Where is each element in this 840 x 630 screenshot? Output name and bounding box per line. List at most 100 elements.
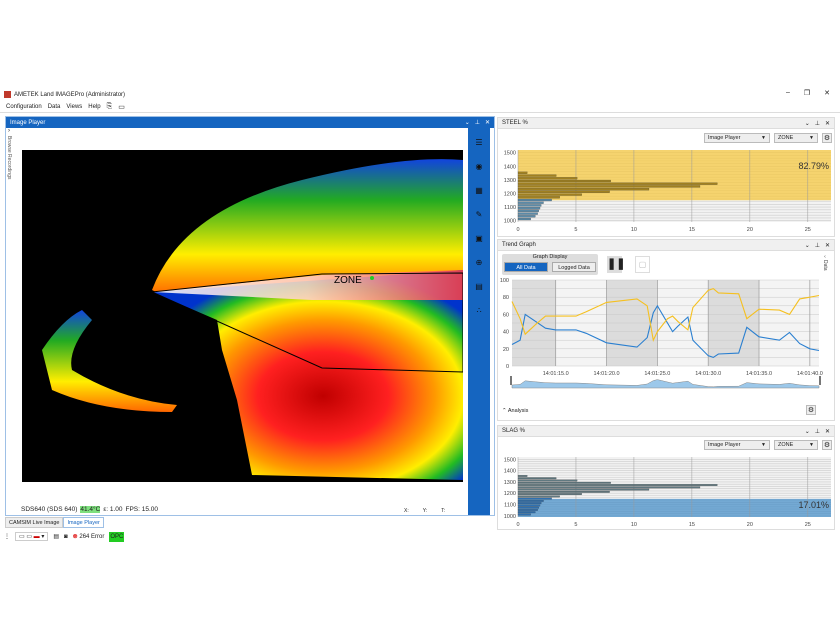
dropdown-icon[interactable]: ⌄ bbox=[804, 120, 810, 127]
trend-header: Trend Graph ⌄ ⊥ ✕ bbox=[498, 240, 834, 251]
chevron-down-icon: ▼ bbox=[809, 442, 814, 448]
histogram-bar bbox=[517, 174, 557, 177]
close-button[interactable]: ✕ bbox=[824, 90, 830, 97]
slag-header: SLAG % ⌄ ⊥ ✕ bbox=[498, 426, 834, 437]
browse-recordings-tab[interactable]: › Browse Recordings bbox=[6, 128, 18, 248]
pin-icon[interactable]: ⊥ bbox=[814, 120, 820, 127]
save-icon[interactable]: ▤ bbox=[53, 534, 60, 540]
report-icon[interactable]: ▤ bbox=[475, 282, 483, 291]
chevron-down-icon: ▼ bbox=[761, 135, 766, 141]
tab-image-player[interactable]: Image Player bbox=[63, 517, 104, 528]
play-circle-icon[interactable]: ◉ bbox=[475, 162, 483, 171]
dropdown-icon[interactable]: ⌄ bbox=[804, 428, 810, 435]
y-tick-label: 1500 bbox=[504, 151, 516, 157]
pin-icon[interactable]: ⊥ bbox=[814, 242, 820, 249]
data-side-tab[interactable]: ‹ Data bbox=[822, 254, 828, 271]
pause-button[interactable]: ❚❚ bbox=[607, 256, 625, 273]
menu-icon[interactable]: ☰ bbox=[475, 138, 483, 147]
y-tick-label: 20 bbox=[503, 347, 509, 353]
menu-views[interactable]: Views bbox=[66, 103, 83, 110]
histogram-bar bbox=[517, 185, 701, 188]
histogram-bar bbox=[517, 511, 536, 514]
thermal-image[interactable]: ZONE bbox=[22, 150, 463, 482]
tab-camsim-live-image[interactable]: CAMSIM Live Image bbox=[5, 517, 64, 528]
trend-chart[interactable]: 0 20 40 60 80 100 14:01:15.0 14:01:20.0 14:01:25… bbox=[498, 276, 823, 396]
x-tick-label: 14:01:30.0 bbox=[695, 371, 721, 377]
y-tick-label: 60 bbox=[503, 312, 509, 318]
zone-select[interactable]: ZONE ▼ bbox=[774, 440, 818, 450]
monitor-icon[interactable]: ▭ bbox=[118, 103, 125, 111]
camera-network-icon[interactable]: ⎘ bbox=[106, 102, 113, 110]
record-icon[interactable]: ◙ bbox=[64, 533, 68, 540]
histogram-bar bbox=[517, 171, 528, 174]
close-icon[interactable]: ✕ bbox=[824, 428, 830, 435]
data-tab-label: Data bbox=[822, 260, 828, 271]
zone-value: ZONE bbox=[778, 135, 794, 141]
trend-settings-gear-icon[interactable]: ⚙ bbox=[806, 405, 816, 415]
dots-icon[interactable]: ∴ bbox=[476, 306, 482, 315]
x-tick-label: 10 bbox=[631, 522, 637, 528]
steel-header: STEEL % ⌄ ⊥ ✕ bbox=[498, 118, 834, 129]
x-tick-label: 5 bbox=[574, 227, 577, 233]
panel-title: Image Player bbox=[10, 119, 46, 126]
grid-icon[interactable]: ▦ bbox=[475, 186, 483, 195]
source-select[interactable]: Image Player ▼ bbox=[704, 133, 770, 143]
slag-region bbox=[518, 498, 831, 517]
source-select[interactable]: Image Player ▼ bbox=[704, 440, 770, 450]
source-value: Image Player bbox=[708, 135, 741, 141]
y-tick-label: 1400 bbox=[504, 469, 516, 475]
error-indicator[interactable]: ⊗ 264 Error bbox=[73, 533, 105, 540]
menu-data[interactable]: Data bbox=[47, 103, 61, 110]
y-tick-label: 1100 bbox=[504, 503, 516, 509]
menu-configuration[interactable]: Configuration bbox=[6, 103, 42, 110]
grip-icon: ⋮ bbox=[4, 534, 10, 540]
camera-selector[interactable]: ▭ ▭ ▬ ▾ bbox=[15, 532, 49, 541]
y-tick-label: 1100 bbox=[504, 205, 516, 211]
minimize-button[interactable]: – bbox=[785, 89, 790, 96]
menu-help[interactable]: Help bbox=[88, 103, 101, 110]
histogram-bar bbox=[517, 215, 536, 218]
opc-status[interactable]: OPC bbox=[109, 531, 125, 542]
histogram-bar bbox=[517, 475, 528, 477]
settings-gear-icon[interactable]: ⚙ bbox=[822, 440, 832, 450]
histogram-bar bbox=[517, 201, 544, 204]
emissivity: ε: 1.00 bbox=[103, 506, 123, 513]
navigator-handle-right bbox=[819, 376, 821, 385]
document-tabs: CAMSIM Live Image Image Player bbox=[5, 517, 104, 528]
all-data-button[interactable]: All Data bbox=[504, 262, 548, 272]
source-value: Image Player bbox=[708, 442, 741, 448]
histogram-bar bbox=[517, 484, 718, 486]
overview-navigator bbox=[511, 379, 820, 389]
close-icon[interactable]: ✕ bbox=[824, 120, 830, 127]
temperature-readout: 41.4°C bbox=[80, 506, 101, 513]
left-stream bbox=[42, 310, 177, 412]
fps: FPS: 15.00 bbox=[125, 506, 159, 513]
chevron-down-icon: ▼ bbox=[809, 135, 814, 141]
x-readout: X: bbox=[404, 508, 409, 514]
maximize-button[interactable]: ❐ bbox=[803, 90, 811, 97]
pin-icon[interactable]: ⊥ bbox=[474, 120, 480, 126]
y-tick-label: 80 bbox=[503, 295, 509, 301]
analysis-toggle[interactable]: ⌃ Analysis bbox=[502, 408, 528, 414]
dropdown-icon[interactable]: ⌄ bbox=[804, 242, 810, 249]
palette-icon[interactable]: ✎ bbox=[475, 210, 483, 219]
settings-gear-icon[interactable]: ⚙ bbox=[822, 133, 832, 143]
graph-display-label: Graph Display bbox=[532, 254, 568, 260]
chevron-right-icon[interactable]: › bbox=[8, 128, 10, 134]
zone-select[interactable]: ZONE ▼ bbox=[774, 133, 818, 143]
histogram-bar bbox=[517, 504, 541, 507]
close-icon[interactable]: ✕ bbox=[824, 242, 830, 249]
y-tick-label: 1300 bbox=[504, 178, 516, 184]
dropdown-icon[interactable]: ⌄ bbox=[464, 120, 470, 126]
image-icon[interactable]: ▣ bbox=[475, 234, 483, 243]
image-status: SDS640 (SDS 640) 41.4°C ε: 1.00 FPS: 15.… bbox=[21, 506, 158, 513]
export-icon[interactable]: ▢ bbox=[635, 256, 650, 273]
zone-outline[interactable] bbox=[150, 272, 463, 373]
x-tick-label: 14:01:20.0 bbox=[594, 371, 620, 377]
zoom-icon[interactable]: ⊕ bbox=[475, 258, 483, 267]
close-icon[interactable]: ✕ bbox=[484, 120, 490, 126]
panel-title: SLAG % bbox=[502, 428, 526, 434]
series-line-1 bbox=[511, 287, 820, 342]
pin-icon[interactable]: ⊥ bbox=[814, 428, 820, 435]
logged-data-button[interactable]: Logged Data bbox=[552, 262, 596, 272]
